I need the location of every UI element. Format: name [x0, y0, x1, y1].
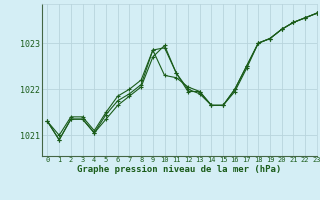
X-axis label: Graphe pression niveau de la mer (hPa): Graphe pression niveau de la mer (hPa) — [77, 165, 281, 174]
